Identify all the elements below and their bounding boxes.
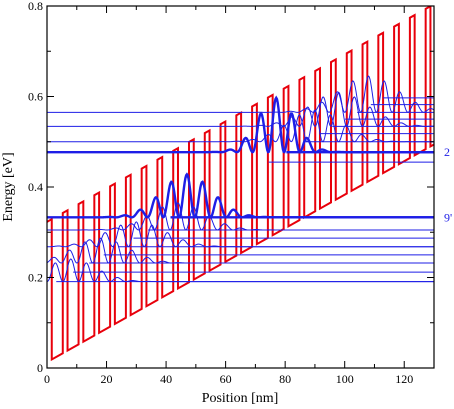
wavefunction-highlighted — [47, 95, 434, 154]
x-axis-label: Position [nm] — [202, 391, 279, 406]
x-tick-label: 100 — [336, 372, 354, 386]
wavefunctions-layer — [47, 75, 434, 283]
y-tick-label: 0.6 — [28, 90, 43, 104]
x-tick-label: 60 — [220, 372, 232, 386]
y-tick-label: 0 — [37, 361, 43, 375]
x-tick-label: 0 — [44, 372, 50, 386]
level-annotations: 2 9' — [444, 145, 452, 224]
wavefunction-curve — [47, 75, 434, 113]
level-annotation-label: 2 — [444, 145, 450, 159]
wavefunction-curve — [47, 202, 434, 231]
conduction-band-line — [47, 6, 434, 362]
y-tick-label: 0.8 — [28, 0, 43, 13]
wavefunction-highlighted — [47, 172, 434, 219]
ticks-layer: 0 20 40 60 80 100 120 0 0.2 0.4 0.6 0.8 — [28, 0, 434, 386]
x-tick-label: 40 — [160, 372, 172, 386]
y-axis-label: Energy [eV] — [1, 152, 16, 221]
conduction-band-layer — [47, 6, 434, 362]
wavefunction-curve — [47, 109, 434, 143]
wavefunction-curve — [47, 91, 434, 127]
x-tick-label: 80 — [279, 372, 291, 386]
wavefunction-curve — [47, 221, 434, 248]
wavefunction-curve — [47, 237, 434, 264]
y-tick-label: 0.2 — [28, 271, 43, 285]
x-tick-label: 20 — [101, 372, 113, 386]
level-annotation-label: 9' — [444, 210, 452, 224]
x-tick-label: 120 — [395, 372, 413, 386]
y-tick-label: 0.4 — [28, 180, 43, 194]
wavefunction-curve — [47, 258, 434, 283]
